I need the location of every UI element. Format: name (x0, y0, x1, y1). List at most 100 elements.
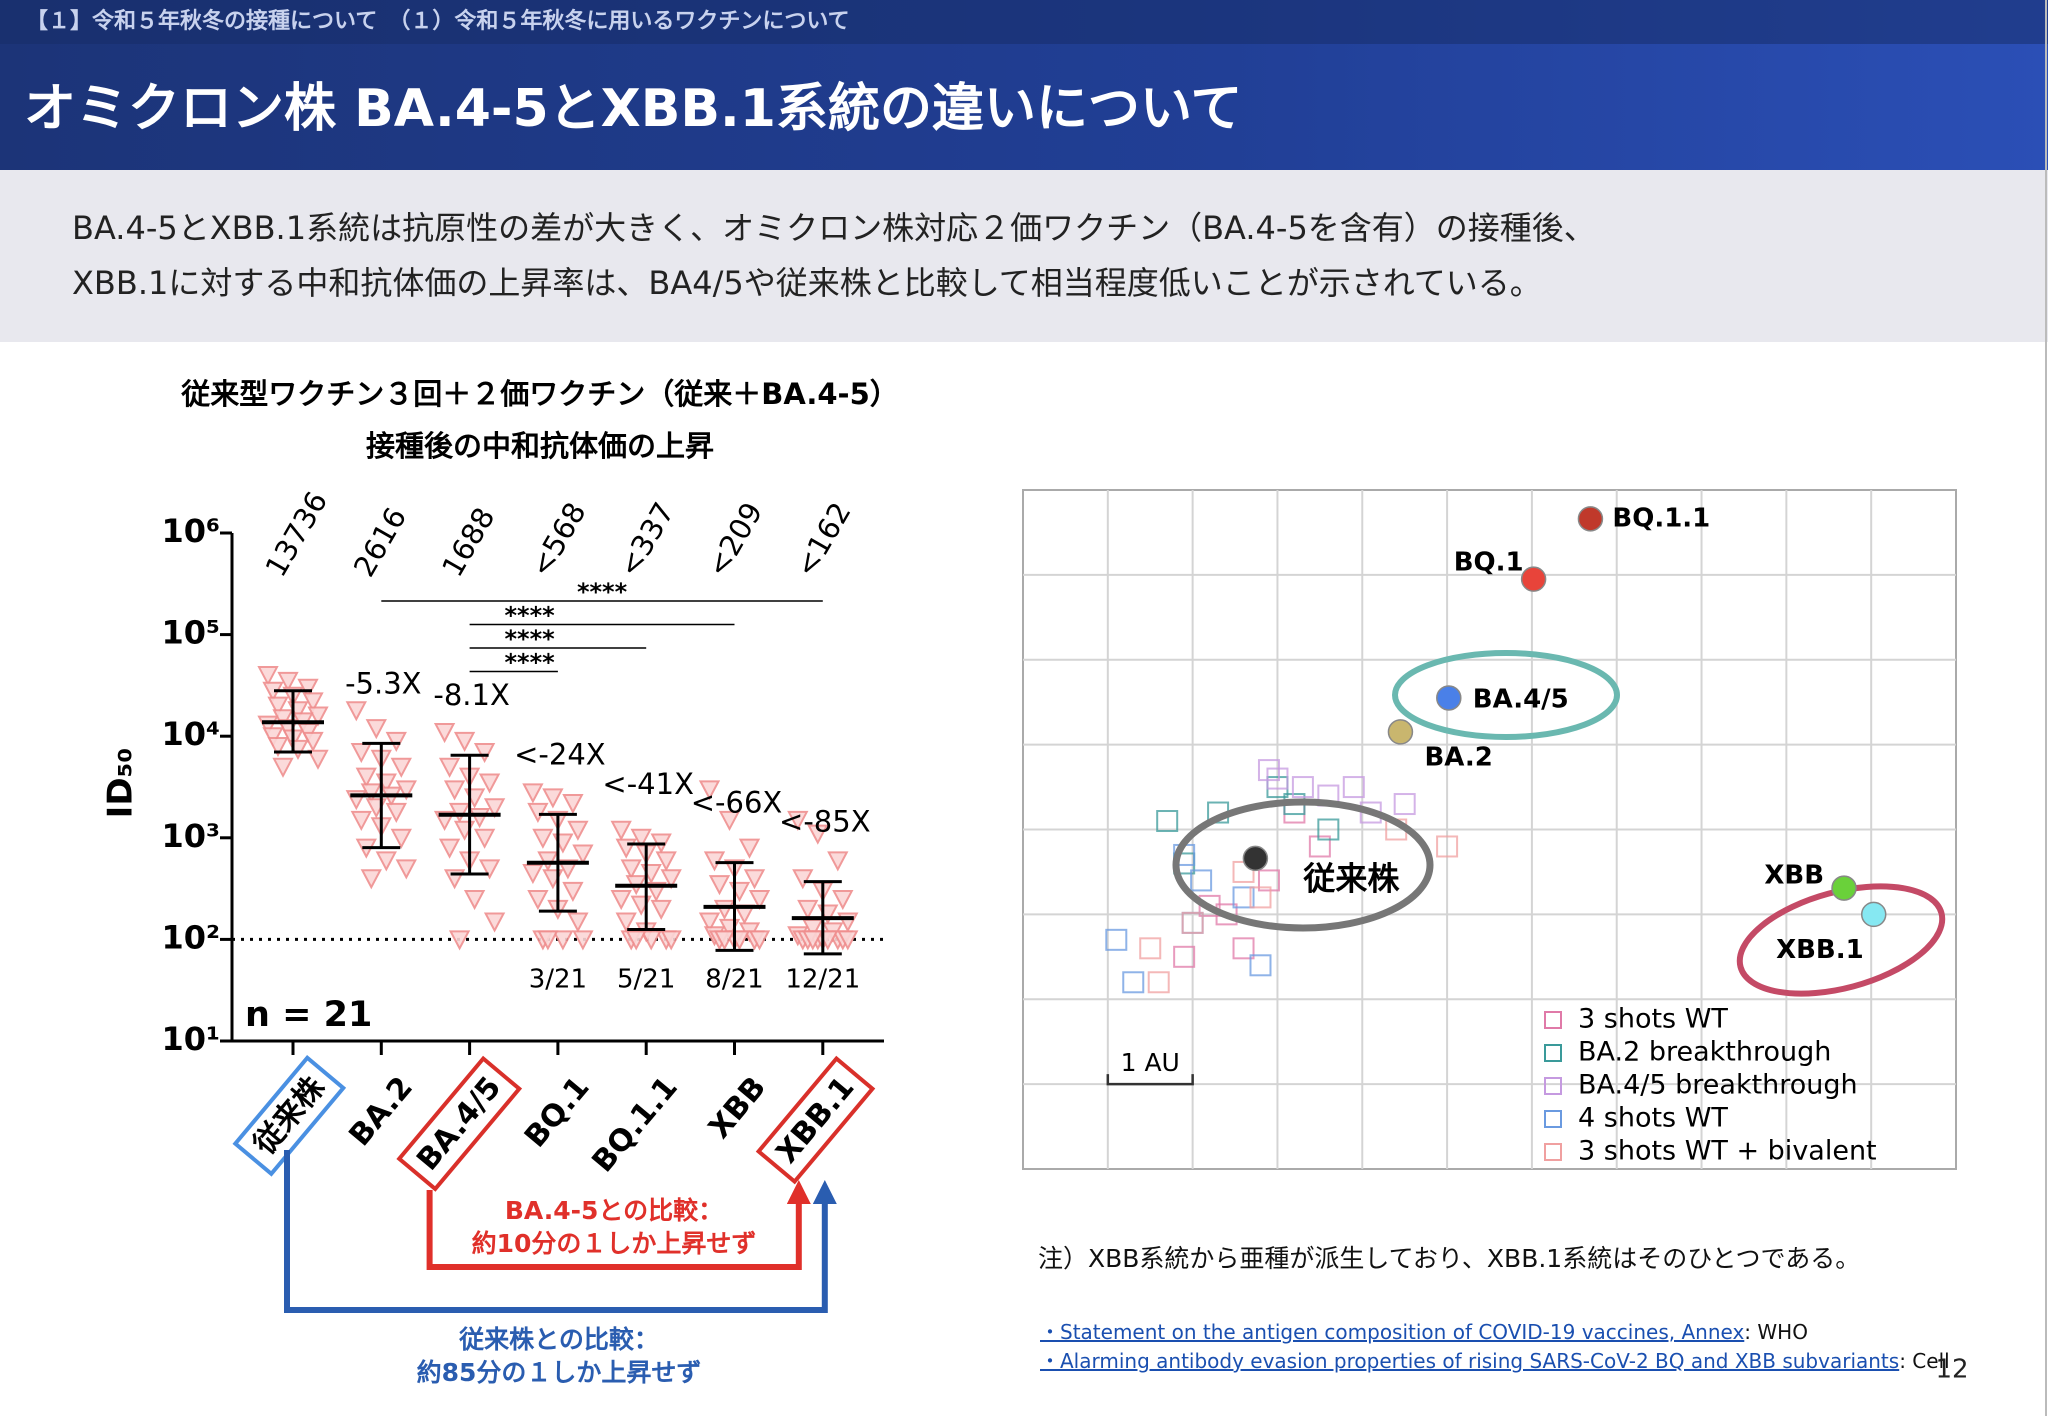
comparison-label: **** (504, 625, 555, 653)
fold-label: -8.1X (433, 678, 509, 712)
legend-label: 3 shots WT (1578, 1004, 1728, 1035)
data-point (713, 930, 736, 951)
antigen-label: 従来株 (1302, 859, 1400, 897)
serum-point (1181, 911, 1204, 934)
serum-point (1139, 937, 1162, 960)
data-point (615, 912, 637, 933)
summary-band (0, 170, 2048, 342)
data-point (738, 838, 761, 859)
y-tick-label: 10² (161, 918, 220, 956)
data-point (522, 864, 544, 885)
serum-point (1105, 928, 1128, 951)
data-point (703, 851, 726, 872)
reference-source: : WHO (1744, 1320, 1808, 1344)
fold-label: <-85X (779, 805, 871, 839)
data-point (542, 788, 564, 809)
highlight-ellipse (1736, 883, 1946, 997)
reference: ・Alarming antibody evasion properties of… (1040, 1349, 1950, 1373)
legend-swatch (1544, 1110, 1562, 1128)
serum-point (1190, 869, 1213, 892)
data-point (562, 881, 584, 903)
reference-link[interactable]: ・Statement on the antigen composition of… (1040, 1320, 1744, 1344)
data-point (390, 828, 412, 849)
fold-label: <-66X (691, 786, 783, 820)
data-point (443, 780, 466, 801)
data-point (698, 912, 721, 933)
value-label: <209 (700, 497, 769, 583)
comparison-label: **** (504, 649, 555, 677)
data-point (350, 810, 372, 832)
x-tick-label: BQ.1.1 (585, 1070, 684, 1179)
serum-point (1156, 810, 1179, 833)
data-point (562, 794, 584, 815)
data-point (655, 851, 677, 872)
y-tick-label: 10¹ (161, 1020, 220, 1058)
data-point (262, 727, 284, 748)
data-point (572, 844, 594, 865)
serum-point (1147, 971, 1170, 994)
highlight-ellipse (1172, 798, 1434, 932)
data-point (827, 851, 849, 872)
breadcrumb-band (0, 0, 2048, 44)
comparison-label: **** (504, 602, 555, 630)
antigen-point (1242, 845, 1269, 872)
reference: ・Statement on the antigen composition of… (1040, 1320, 1808, 1344)
serum-point (1436, 835, 1459, 858)
page-number: 12 (1935, 1355, 1968, 1385)
data-point (532, 828, 554, 849)
serum-point (1173, 945, 1196, 968)
value-label: <568 (523, 497, 592, 583)
below-lod-label: 8/21 (705, 965, 763, 995)
comparison-arrow (426, 1180, 811, 1270)
reference-link[interactable]: ・Alarming antibody evasion properties of… (1040, 1349, 1899, 1373)
antigen-point (1831, 875, 1857, 901)
fold-label: <-41X (602, 767, 694, 801)
data-point (438, 838, 461, 859)
value-label: 1688 (435, 502, 501, 583)
data-point (483, 912, 506, 933)
data-point (625, 930, 647, 951)
data-point (478, 859, 501, 880)
serum-point (1317, 818, 1340, 841)
data-point (360, 869, 382, 890)
data-point (395, 780, 417, 801)
summary-line: BA.4-5とXBB.1系統は抗原性の差が大きく、オミクロン株対応２価ワクチン（… (72, 209, 1596, 247)
value-label: <337 (612, 497, 681, 583)
serum-point (1122, 971, 1145, 994)
breadcrumb: 【１】令和５年秋冬の接種について （１）令和５年秋冬に用いるワクチンについて (26, 8, 850, 34)
data-point (267, 696, 289, 717)
data-point (537, 930, 559, 951)
data-point (297, 678, 319, 699)
data-point (527, 889, 549, 911)
legend-label: 4 shots WT (1578, 1103, 1728, 1134)
legend-label: 3 shots WT + bivalent (1578, 1136, 1877, 1167)
value-label: 2616 (347, 502, 413, 583)
category-group: BA.4/5 (396, 1055, 523, 1192)
antigen-point (1387, 719, 1414, 745)
y-tick-label: 10⁶ (161, 512, 220, 550)
summary-line: XBB.1に対する中和抗体価の上昇率は、BA4/5や従来株と比較して相当程度低い… (72, 264, 1542, 302)
data-point (748, 889, 771, 911)
data-point (552, 930, 574, 951)
serum-point (1257, 869, 1280, 892)
data-point (743, 869, 766, 890)
data-point (567, 820, 589, 841)
x-tick-label: BQ.1 (518, 1070, 597, 1154)
x-tick-label: XBB (702, 1070, 773, 1145)
data-point (390, 757, 412, 778)
category-group: BA.2 (342, 1070, 420, 1153)
fold-label: -5.3X (345, 666, 421, 700)
data-point (272, 757, 294, 778)
data-point (302, 692, 324, 713)
data-point (478, 773, 501, 794)
below-lod-label: 3/21 (529, 965, 587, 995)
data-point (473, 742, 496, 764)
legend-swatch (1544, 1011, 1562, 1029)
data-point (527, 802, 549, 824)
data-point (438, 757, 461, 778)
data-point (473, 828, 496, 849)
data-point (748, 930, 771, 951)
below-lod-label: 5/21 (617, 965, 675, 995)
data-point (395, 859, 417, 880)
data-point (802, 930, 824, 951)
